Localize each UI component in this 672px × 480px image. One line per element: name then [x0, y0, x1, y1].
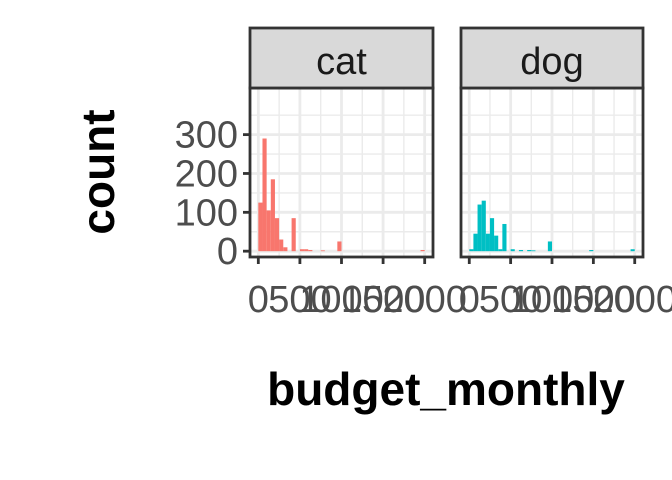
x-axis-title: budget_monthly	[267, 363, 625, 415]
histogram-bar-cat	[337, 241, 342, 252]
histogram-bar-dog	[531, 250, 536, 252]
x-tick-label: 2000	[592, 279, 672, 321]
histogram-bar-cat	[291, 218, 296, 252]
x-tick-label: 1000	[299, 279, 384, 321]
histogram-bar-cat	[258, 202, 263, 252]
histogram-bar-dog	[498, 249, 503, 252]
histogram-bar-cat	[274, 218, 280, 252]
x-tick-label: 500	[268, 279, 331, 321]
y-tick-label: 300	[175, 115, 238, 157]
histogram-bar-dog	[510, 249, 515, 252]
x-tick-label: 2000	[382, 279, 467, 321]
histogram-bar-dog	[489, 218, 495, 252]
histogram-bar-cat	[299, 249, 305, 252]
facet-strip-label-cat: cat	[316, 41, 367, 83]
histogram-bar-cat	[270, 179, 275, 252]
histogram-bar-cat	[266, 210, 271, 252]
y-tick-label: 0	[217, 231, 238, 273]
histogram-bar-dog	[630, 249, 635, 252]
histogram-bar-dog	[485, 233, 490, 252]
histogram-bar-dog	[589, 250, 594, 252]
y-tick-label: 100	[175, 192, 238, 234]
histogram-bar-cat	[308, 250, 313, 252]
y-tick-label: 200	[175, 153, 238, 195]
histogram-bar-cat	[420, 250, 425, 252]
x-tick-label: 1500	[341, 279, 426, 321]
histogram-bar-dog	[477, 204, 482, 252]
x-tick-label: 0	[459, 279, 480, 321]
facet-strip-dog	[459, 26, 645, 90]
x-tick-label: 1000	[510, 279, 595, 321]
x-tick-label: 0	[248, 279, 269, 321]
histogram-bar-dog	[547, 241, 552, 252]
histogram-bar-dog	[494, 235, 499, 252]
facet-strip-label-dog: dog	[520, 41, 583, 83]
histogram-bar-cat	[320, 250, 325, 252]
facet-strip-cat	[248, 26, 435, 90]
histogram-bar-dog	[502, 223, 507, 252]
histogram-bar-dog	[473, 233, 478, 252]
histogram-bar-dog	[469, 249, 474, 252]
histogram-bar-dog	[518, 250, 524, 252]
x-tick-label: 500	[479, 279, 542, 321]
x-tick-label: 1500	[551, 279, 636, 321]
histogram-bar-cat	[283, 247, 288, 252]
histogram-bar-dog	[481, 200, 486, 252]
histogram-bar-cat	[304, 249, 309, 252]
histogram-bar-cat	[279, 239, 284, 252]
histogram-bar-dog	[527, 250, 532, 252]
histogram-bar-cat	[262, 138, 267, 252]
y-axis-title: count	[72, 109, 124, 234]
